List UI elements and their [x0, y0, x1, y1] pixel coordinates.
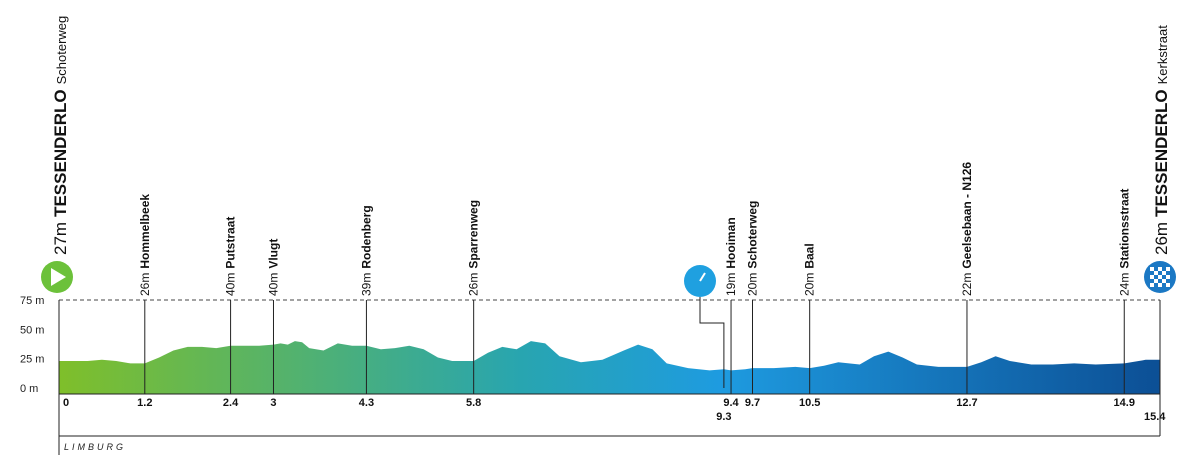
km-label: 0	[63, 397, 69, 409]
finish-town: TESSENDERLO	[1152, 89, 1171, 217]
waypoint-name: Baal	[803, 243, 817, 268]
km-label: 1.2	[137, 397, 152, 409]
km-label: 10.5	[799, 397, 820, 409]
start-altitude: 27m	[51, 222, 70, 255]
checker-square	[1158, 275, 1162, 279]
km-label: 12.7	[956, 397, 977, 409]
y-axis-ticks: 0 m 25 m 50 m 75 m	[20, 295, 44, 395]
waypoint-label: 39m Rodenberg	[359, 205, 373, 296]
y-tick-label: 50 m	[20, 324, 44, 336]
y-tick-label: 25 m	[20, 354, 44, 366]
checker-square	[1154, 271, 1158, 275]
km-labels: 1.2 2.4 3 4.3 5.8 9.4 9.7 10.5 12.7 14.9 0 15.4 9.3	[63, 397, 1166, 423]
start-label: 27m TESSENDERLO Schoterweg	[51, 16, 70, 255]
waypoint-name: Schoterweg	[745, 201, 759, 269]
waypoint-label: 22m Geelsebaan - N126	[960, 162, 974, 296]
waypoint-label: 40m Vlugt	[266, 239, 280, 296]
km-label: 4.3	[359, 397, 374, 409]
start-street: Schoterweg	[54, 16, 69, 85]
waypoint-altitude: 24m	[1117, 273, 1131, 296]
waypoint-altitude: 19m	[724, 273, 738, 296]
waypoint-name: Hommelbeek	[138, 194, 152, 269]
waypoint-label: 19m Hooiman	[724, 217, 738, 296]
y-tick-label: 75 m	[20, 295, 44, 307]
km-label: 3	[270, 397, 276, 409]
waypoint-altitude: 26m	[467, 273, 481, 296]
waypoint-altitude: 40m	[224, 273, 238, 296]
waypoint-name: Geelsebaan - N126	[960, 162, 974, 269]
finish-street: Kerkstraat	[1155, 25, 1170, 85]
waypoint-name: Rodenberg	[359, 205, 373, 268]
stopwatch-hand	[699, 272, 706, 282]
waypoint-altitude: 22m	[960, 273, 974, 296]
km-label: 5.8	[466, 397, 481, 409]
waypoint-label: 40m Putstraat	[224, 217, 238, 296]
checker-square	[1150, 275, 1154, 279]
checker-square	[1166, 267, 1170, 271]
region-label: LIMBURG	[64, 442, 126, 452]
checker-square	[1166, 283, 1170, 287]
waypoints: 26m Hommelbeek 40m Putstraat 40m Vlugt 39m Rode…	[138, 162, 1131, 394]
checkered-flag-icon	[1150, 267, 1170, 287]
waypoint-name: Vlugt	[266, 239, 280, 269]
start-marker: 27m TESSENDERLO Schoterweg	[41, 16, 73, 293]
play-triangle-icon	[51, 268, 66, 286]
timing-marker	[684, 265, 725, 388]
finish-marker: 26m TESSENDERLO Kerkstraat	[1144, 25, 1176, 293]
checker-square	[1158, 267, 1162, 271]
y-tick-label: 0 m	[20, 383, 38, 395]
waypoint-altitude: 20m	[745, 273, 759, 296]
finish-altitude: 26m	[1152, 222, 1171, 255]
waypoint-name: Sparrenweg	[467, 200, 481, 269]
km-label: 9.7	[745, 397, 760, 409]
waypoint-altitude: 40m	[266, 273, 280, 296]
checker-square	[1162, 271, 1166, 275]
waypoint-label: 20m Baal	[803, 243, 817, 296]
checker-square	[1166, 275, 1170, 279]
km-label: 14.9	[1114, 397, 1135, 409]
timing-km-label: 9.3	[716, 411, 731, 423]
waypoint-altitude: 39m	[359, 273, 373, 296]
waypoint-name: Hooiman	[724, 217, 738, 268]
waypoint-label: 26m Hommelbeek	[138, 194, 152, 296]
waypoint-label: 24m Stationsstraat	[1117, 189, 1131, 296]
waypoint-name: Putstraat	[224, 217, 238, 269]
waypoint-altitude: 26m	[138, 273, 152, 296]
elevation-area	[59, 341, 1160, 394]
timing-leader-line	[699, 297, 725, 388]
waypoint-altitude: 20m	[803, 273, 817, 296]
km-label: 9.4	[723, 397, 739, 409]
waypoint-name: Stationsstraat	[1117, 189, 1131, 269]
km-label: 2.4	[223, 397, 239, 409]
checker-square	[1150, 267, 1154, 271]
waypoint-label: 20m Schoterweg	[745, 201, 759, 296]
km-label: 15.4	[1144, 411, 1166, 423]
checker-square	[1162, 279, 1166, 283]
checker-square	[1158, 283, 1162, 287]
finish-label: 26m TESSENDERLO Kerkstraat	[1152, 25, 1171, 255]
start-town: TESSENDERLO	[51, 89, 70, 217]
waypoint-label: 26m Sparrenweg	[467, 200, 481, 296]
checker-square	[1154, 279, 1158, 283]
checker-square	[1150, 283, 1154, 287]
